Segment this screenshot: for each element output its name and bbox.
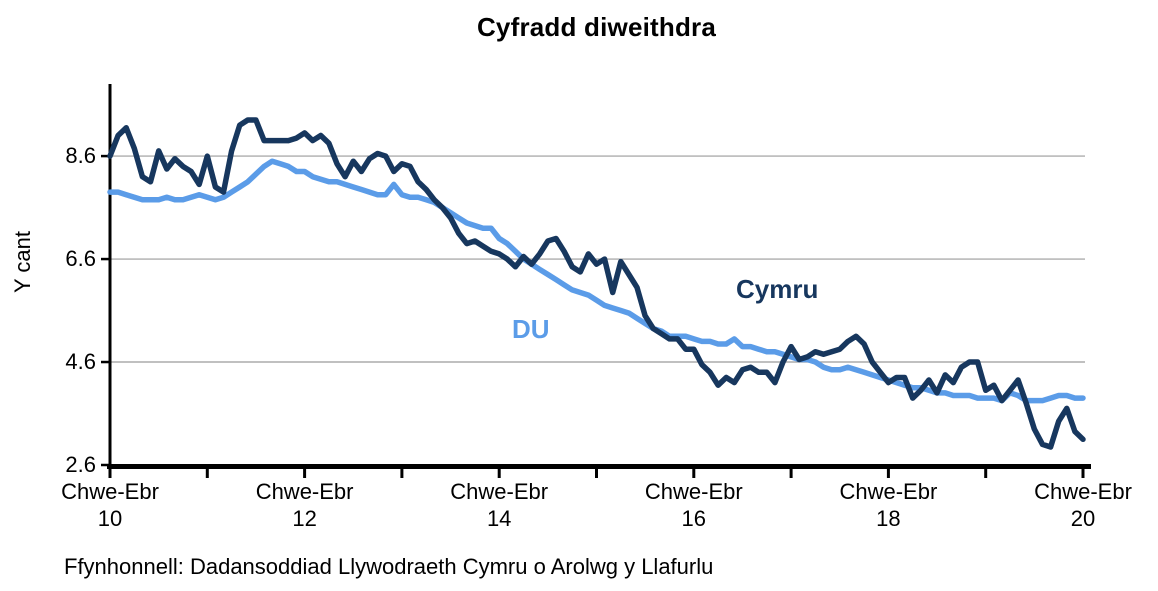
series-label-cymru: Cymru — [736, 274, 819, 304]
series-line-cymru — [107, 117, 1086, 450]
source-note: Ffynhonnell: Dadansoddiad Llywodraeth Cy… — [64, 554, 714, 579]
x-tick-label: Chwe-Ebr 14 — [450, 479, 549, 531]
x-tick-label: Chwe-Ebr 10 — [61, 479, 159, 531]
x-tick-label: Chwe-Ebr 20 — [1034, 479, 1132, 531]
y-tick-label: 8.6 — [65, 143, 96, 169]
chart-title: Cyfradd diweithdra — [476, 12, 717, 42]
x-tick-label: Chwe-Ebr 18 — [839, 479, 938, 531]
series-label-du: DU — [512, 314, 550, 344]
x-tick-label: Chwe-Ebr 12 — [255, 479, 354, 531]
y-tick-label: 2.6 — [65, 452, 96, 477]
y-tick-label: 6.6 — [65, 246, 96, 272]
y-tick-label: 4.6 — [65, 349, 96, 375]
x-tick-label: Chwe-Ebr 16 — [644, 479, 743, 531]
series-line-du — [107, 158, 1086, 404]
y-axis-title: Y cant — [10, 231, 35, 293]
